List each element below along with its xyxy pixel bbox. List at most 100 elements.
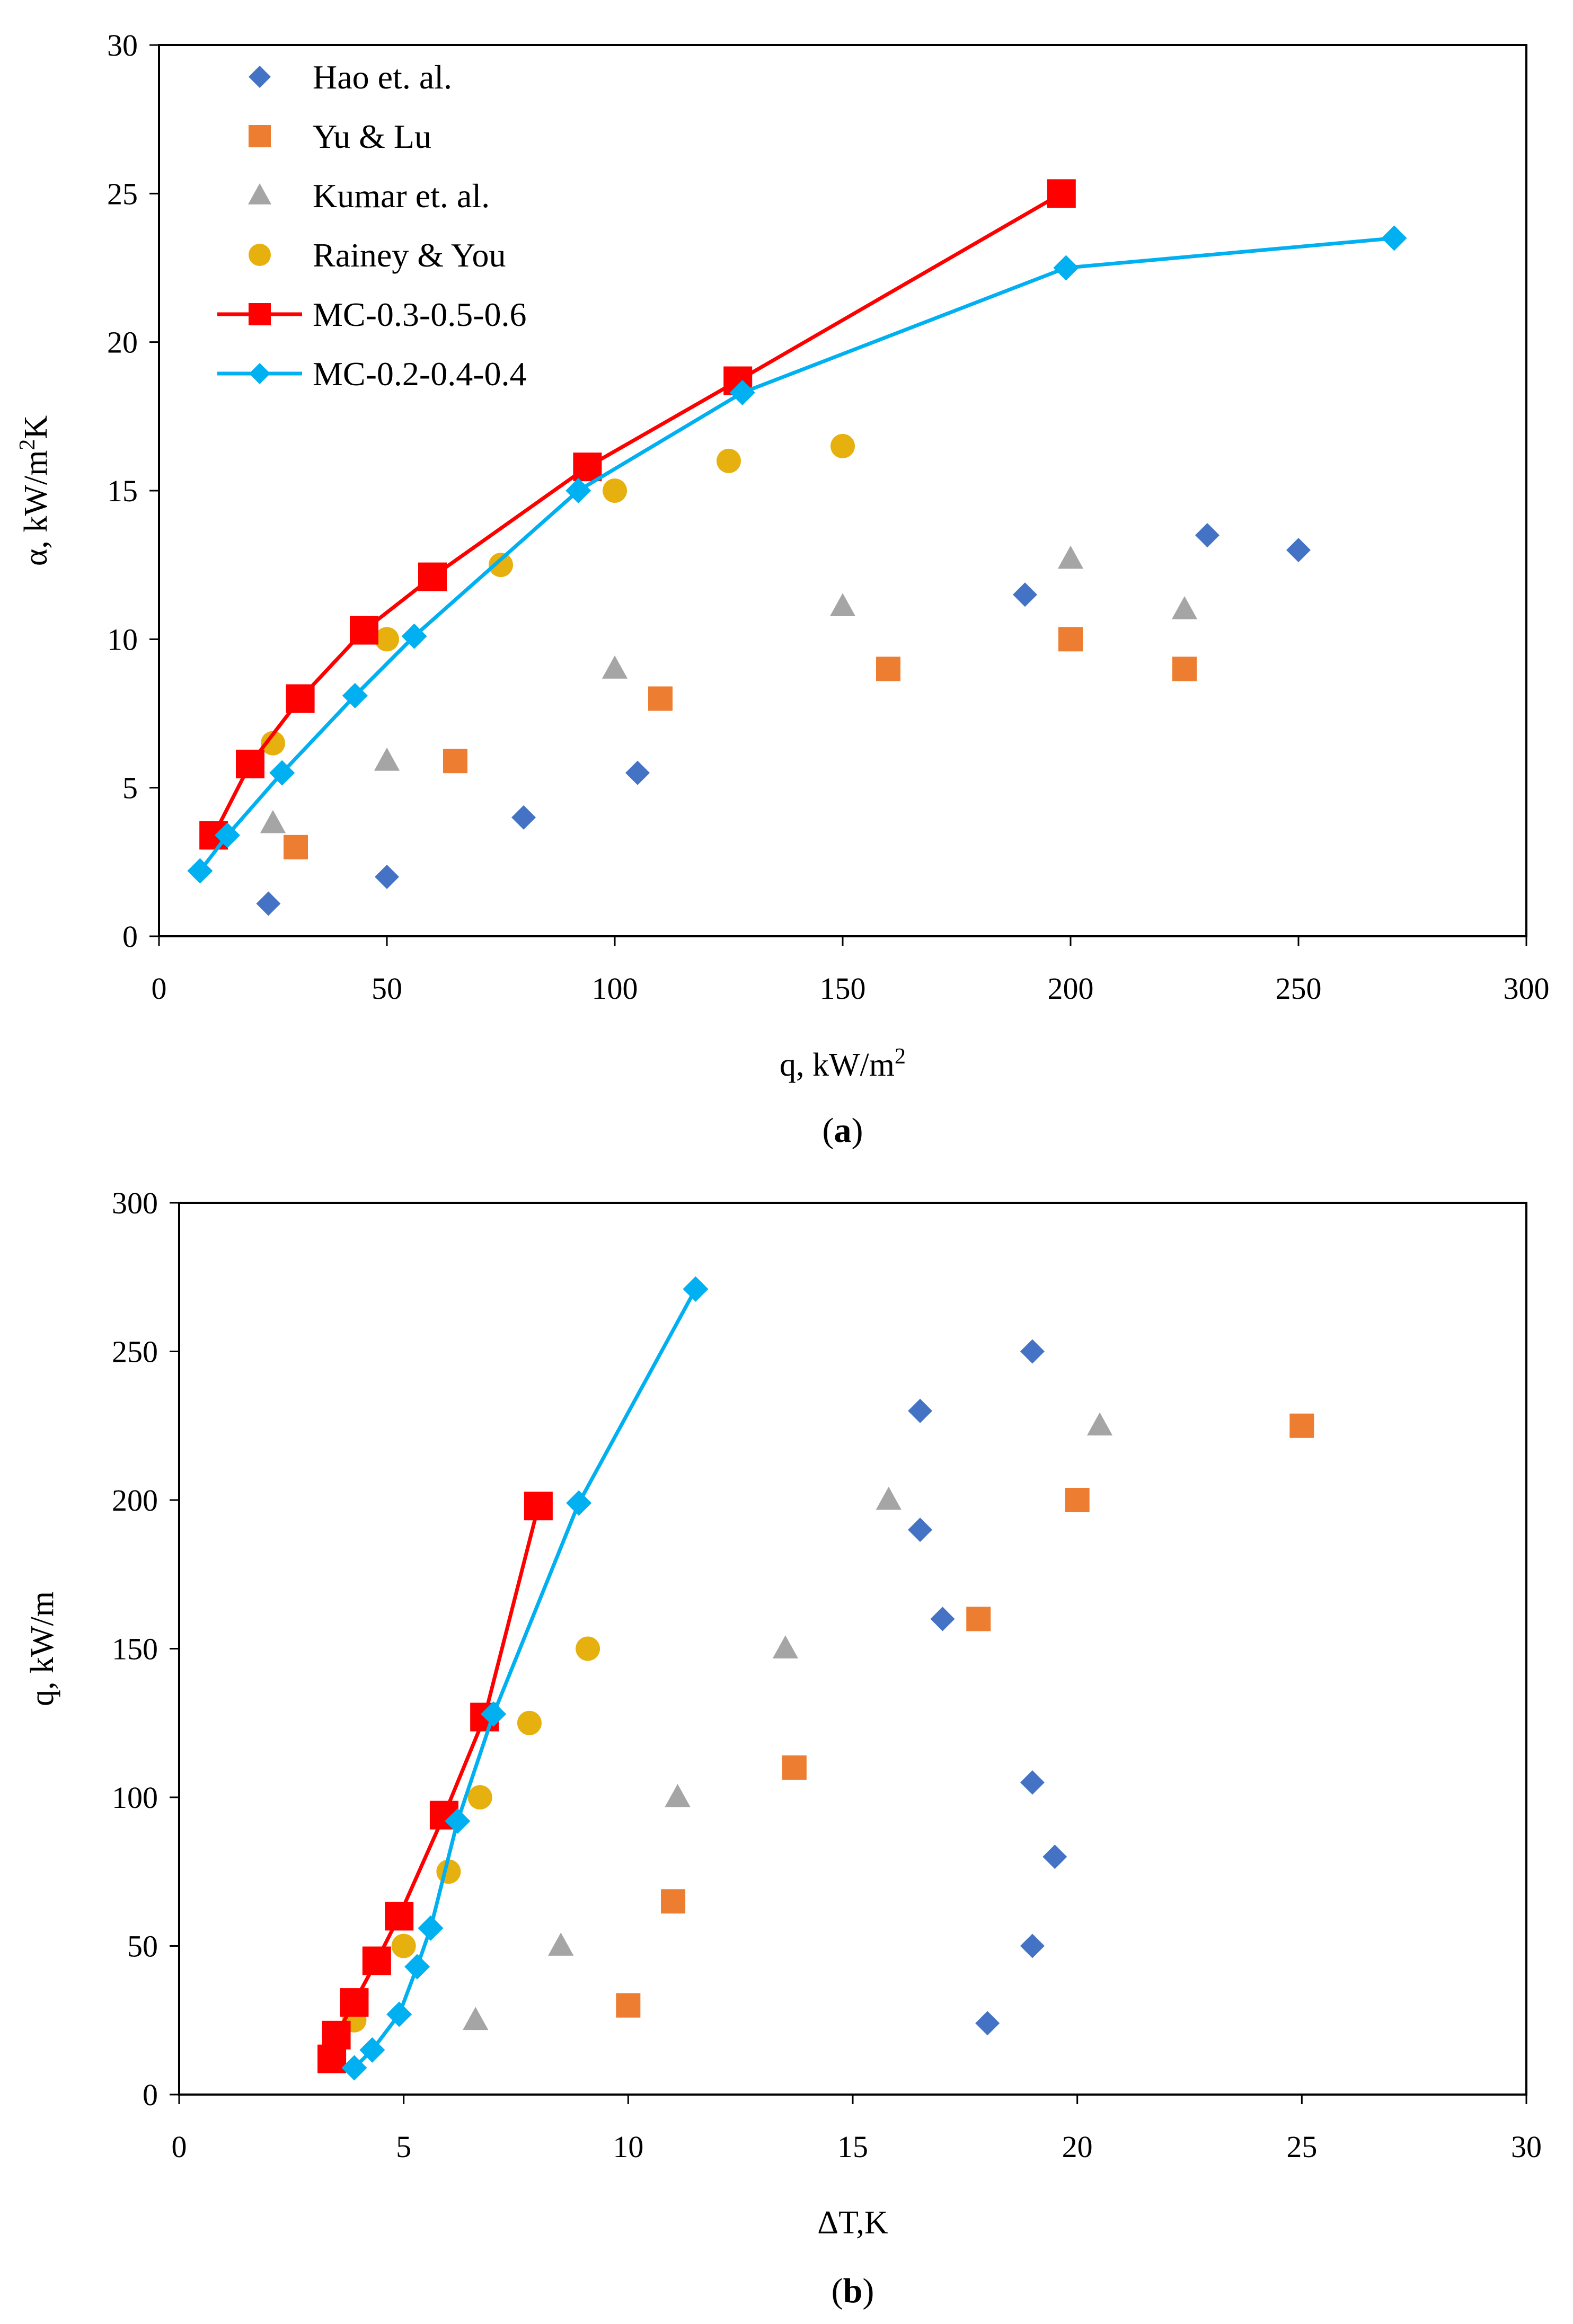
data-point-mc-0-2-0-4-0-4 <box>1053 255 1079 281</box>
x-tick-label: 200 <box>1048 971 1094 1006</box>
data-point-mc-0-2-0-4-0-4 <box>445 1808 471 1834</box>
data-point-hao-et-al <box>1013 582 1037 607</box>
legend-item-mc-0-2-0-4-0-4: MC-0.2-0.4-0.4 <box>217 355 527 393</box>
series-kumar-et-al <box>260 545 1198 833</box>
legend-label-kumar-et-al: Kumar et. al. <box>313 177 490 215</box>
y-tick-label: 30 <box>107 28 138 63</box>
data-point-yu-lu <box>661 1889 686 1914</box>
legend-label-hao-et-al: Hao et. al. <box>313 58 452 96</box>
x-tick-label: 100 <box>592 971 638 1006</box>
y-tick-label: 0 <box>122 919 138 954</box>
data-point-kumar-et-al <box>548 1932 574 1956</box>
y-axis-label-a: α, kW/m2K <box>15 415 54 566</box>
data-point-mc-0-2-0-4-0-4 <box>386 2001 412 2027</box>
series-rainey-you <box>261 433 855 756</box>
data-point-hao-et-al <box>930 1607 955 1631</box>
y-tick-label: 5 <box>122 771 138 805</box>
data-point-hao-et-al <box>625 760 650 785</box>
data-marks-b <box>317 1276 1314 2081</box>
legend-label-mc-0-3-0-5-0-6: MC-0.3-0.5-0.6 <box>313 296 527 333</box>
x-axis-label-b: ΔT,K <box>817 2205 888 2241</box>
data-point-hao-et-al <box>908 1398 933 1423</box>
data-point-kumar-et-al <box>1171 596 1198 619</box>
data-point-rainey-you <box>830 433 855 458</box>
data-point-hao-et-al <box>975 2011 1000 2036</box>
y-tick-label: 20 <box>107 325 138 360</box>
data-point-kumar-et-al <box>772 1635 799 1658</box>
y-tick-label: 15 <box>107 474 138 508</box>
data-point-yu-lu <box>876 657 900 681</box>
x-tick-label: 30 <box>1511 2130 1542 2164</box>
x-tick-label: 5 <box>396 2130 411 2164</box>
data-point-mc-0-2-0-4-0-4 <box>404 1954 430 1980</box>
y-axis-label-b: q, kW/m <box>24 1591 60 1706</box>
data-point-mc-0-2-0-4-0-4 <box>269 760 295 786</box>
x-tick-label: 300 <box>1504 971 1550 1006</box>
data-point-mc-0-2-0-4-0-4 <box>401 623 427 649</box>
legend-marker-mc-0-2-0-4-0-4 <box>249 363 270 384</box>
data-point-mc-0-2-0-4-0-4 <box>565 478 591 503</box>
data-point-yu-lu <box>782 1755 807 1780</box>
data-point-mc-0-2-0-4-0-4 <box>418 1915 444 1941</box>
legend-item-mc-0-3-0-5-0-6: MC-0.3-0.5-0.6 <box>217 296 527 333</box>
data-point-yu-lu <box>966 1607 991 1631</box>
data-point-mc-0-2-0-4-0-4 <box>729 379 755 405</box>
legend-item-yu-lu: Yu & Lu <box>249 118 431 155</box>
legend-item-kumar-et-al: Kumar et. al. <box>248 177 490 215</box>
data-point-mc-0-3-0-5-0-6 <box>1047 179 1076 208</box>
data-point-kumar-et-al <box>260 810 286 833</box>
data-point-mc-0-2-0-4-0-4 <box>341 2055 367 2081</box>
data-point-mc-0-3-0-5-0-6 <box>524 1492 553 1521</box>
legend-marker-kumar-et-al <box>248 183 272 205</box>
data-point-mc-0-2-0-4-0-4 <box>215 822 240 848</box>
data-point-hao-et-al <box>375 864 399 889</box>
series-mc-0-3-0-5-0-6 <box>317 1492 553 2073</box>
legend-item-rainey-you: Rainey & You <box>249 236 506 274</box>
data-point-rainey-you <box>603 478 627 503</box>
caption-b: (b) <box>832 2272 874 2310</box>
legend-marker-mc-0-3-0-5-0-6 <box>249 303 271 325</box>
data-point-rainey-you <box>489 553 513 578</box>
x-tick-label: 15 <box>837 2130 868 2164</box>
data-point-hao-et-al <box>1042 1844 1067 1869</box>
series-mc-0-2-0-4-0-4 <box>187 225 1407 884</box>
caption-a: (a) <box>823 1111 863 1150</box>
data-point-mc-0-2-0-4-0-4 <box>683 1276 709 1302</box>
legend-marker-hao-et-al <box>249 66 271 88</box>
x-tick-label: 0 <box>172 2130 187 2164</box>
axis-ticks-a: 0 50 100 150 200 250 300 0 5 10 15 20 25 30 <box>107 28 1550 1006</box>
series-yu-lu <box>616 1413 1314 2018</box>
data-point-rainey-you <box>467 1785 492 1809</box>
legend-marker-rainey-you <box>249 244 271 266</box>
data-point-mc-0-2-0-4-0-4 <box>187 858 213 884</box>
data-point-mc-0-3-0-5-0-6 <box>418 562 447 591</box>
data-point-rainey-you <box>517 1710 542 1735</box>
data-point-kumar-et-al <box>374 747 400 771</box>
y-tick-label: 100 <box>112 1780 158 1815</box>
legend: Hao et. al. Yu & Lu Kumar et. al. Rainey & … <box>217 58 527 393</box>
x-tick-label: 10 <box>613 2130 643 2164</box>
data-point-yu-lu <box>284 835 308 859</box>
data-point-hao-et-al <box>1020 1339 1045 1364</box>
data-point-mc-0-2-0-4-0-4 <box>359 2037 385 2063</box>
legend-label-yu-lu: Yu & Lu <box>313 118 431 155</box>
data-point-kumar-et-al <box>1057 545 1084 569</box>
data-point-mc-0-3-0-5-0-6 <box>236 749 264 778</box>
y-tick-label: 250 <box>112 1335 158 1369</box>
data-point-yu-lu <box>1172 657 1197 681</box>
data-point-rainey-you <box>717 448 741 473</box>
data-point-mc-0-3-0-5-0-6 <box>286 684 315 713</box>
series-mc-0-2-0-4-0-4 <box>341 1276 709 2081</box>
x-tick-label: 20 <box>1062 2130 1093 2164</box>
data-point-hao-et-al <box>256 891 281 916</box>
data-point-hao-et-al <box>908 1518 933 1542</box>
data-point-kumar-et-al <box>665 1784 691 1807</box>
data-point-mc-0-2-0-4-0-4 <box>481 1701 507 1727</box>
data-point-mc-0-3-0-5-0-6 <box>322 2020 351 2050</box>
data-point-mc-0-3-0-5-0-6 <box>350 616 378 645</box>
data-point-kumar-et-al <box>602 655 628 679</box>
data-point-rainey-you <box>576 1636 600 1661</box>
data-point-yu-lu <box>616 1993 641 2018</box>
